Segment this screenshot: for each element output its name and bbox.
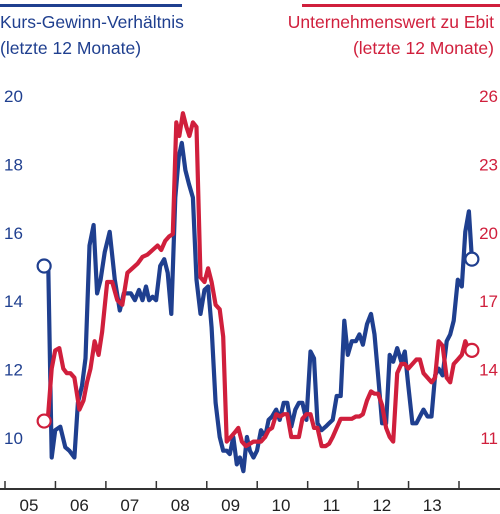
series-end-marker — [464, 342, 480, 358]
series-line-ev-ebit — [41, 111, 474, 449]
y-axis-right: 11 14 17 20 23 26 — [479, 87, 498, 448]
x-tick-label: 13 — [423, 496, 442, 514]
x-tick-label: 06 — [70, 496, 89, 514]
series-layer — [36, 111, 480, 474]
series-start-marker — [36, 413, 52, 429]
y-left-tick-label: 12 — [4, 361, 23, 380]
y-left-tick-label: 10 — [4, 429, 23, 448]
y-right-tick-label: 23 — [479, 155, 498, 174]
legend-left-line2: (letzte 12 Monate) — [0, 38, 142, 58]
y-left-tick-label: 16 — [4, 224, 23, 243]
legend-left: Kurs-Gewinn-Verhältnis (letzte 12 Monate… — [0, 9, 240, 61]
y-right-tick-label: 20 — [479, 224, 498, 243]
y-right-tick-label: 11 — [480, 429, 498, 448]
legend-right-line2: (letzte 12 Monate) — [352, 38, 494, 58]
y-left-tick-label: 18 — [4, 155, 23, 174]
legend-right: Unternehmenswert zu Ebit (letzte 12 Mona… — [234, 9, 494, 61]
y-right-tick-label: 17 — [479, 292, 498, 311]
x-tick-label: 07 — [120, 496, 139, 514]
series-end-marker — [464, 251, 480, 267]
y-right-tick-label: 26 — [479, 87, 498, 106]
x-tick-label: 09 — [221, 496, 240, 514]
y-right-tick-label: 14 — [479, 361, 498, 380]
x-axis: 05 06 07 08 09 10 11 12 13 — [0, 481, 500, 514]
legend-right-line1: Unternehmenswert zu Ebit — [287, 12, 494, 32]
x-tick-label: 10 — [272, 496, 291, 514]
legend-left-line1: Kurs-Gewinn-Verhältnis — [0, 12, 184, 32]
x-tick-label: 11 — [323, 496, 341, 514]
y-left-tick-label: 20 — [4, 87, 23, 106]
y-left-tick-label: 14 — [4, 292, 23, 311]
x-tick-label: 05 — [20, 496, 39, 514]
series-start-marker — [36, 258, 52, 274]
legend-left-rule — [0, 4, 182, 7]
y-axis-left: 10 12 14 16 18 20 — [4, 87, 23, 448]
legend-right-rule — [302, 4, 500, 7]
x-tick-label: 12 — [372, 496, 391, 514]
series-line-kgv — [41, 140, 474, 474]
x-tick-label: 08 — [171, 496, 190, 514]
